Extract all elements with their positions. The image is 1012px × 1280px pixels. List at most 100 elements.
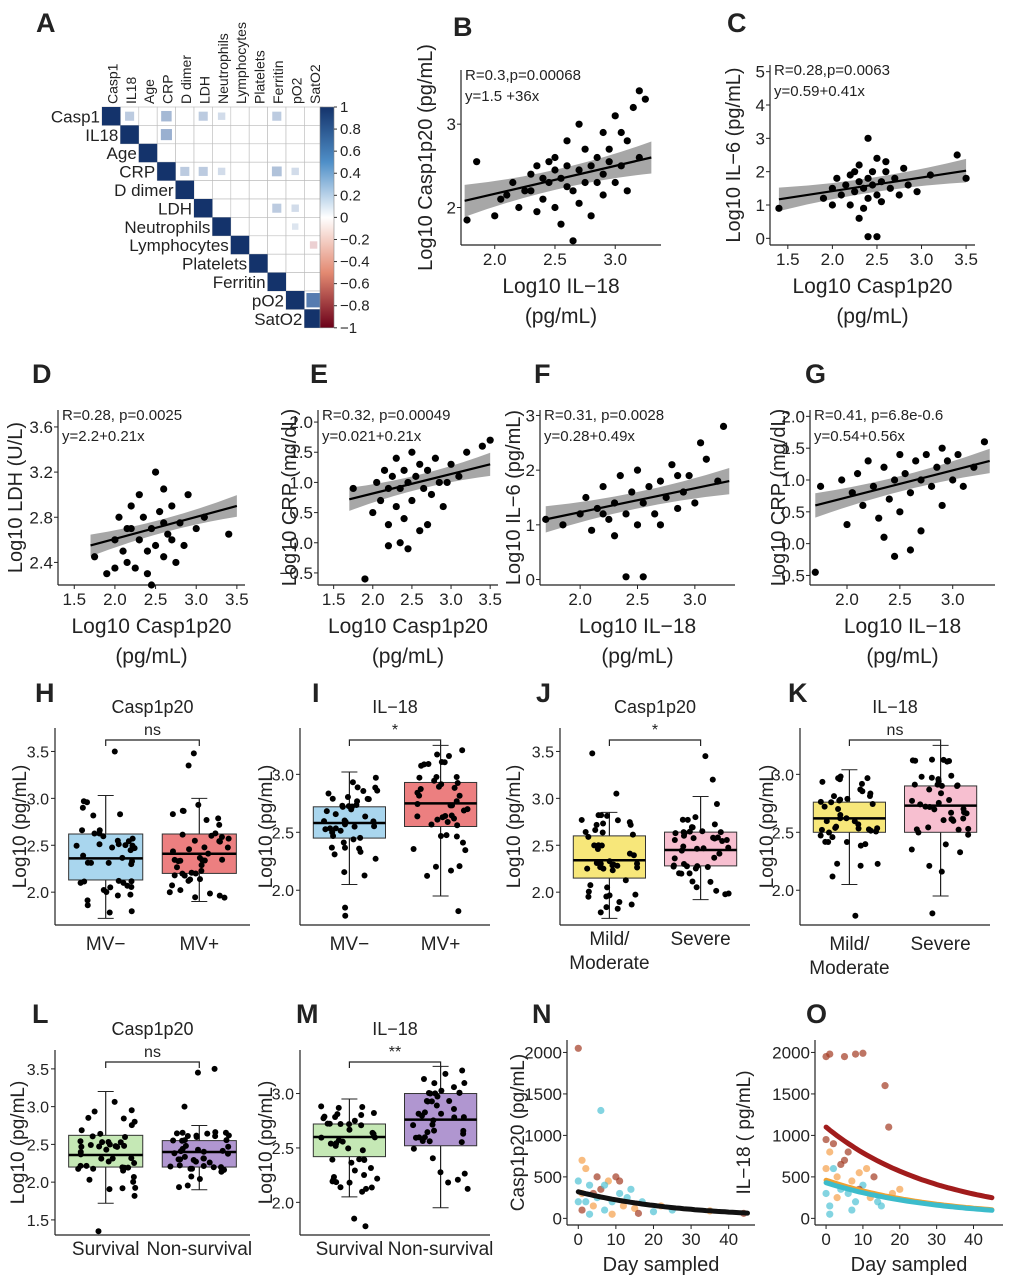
scatter-point: [435, 478, 443, 487]
y-tick-label: 1: [526, 516, 535, 535]
scatter-point: [639, 573, 647, 581]
box-jitter-point: [176, 1184, 183, 1191]
timecourse-point: [826, 1050, 834, 1058]
box-jitter-point: [332, 825, 339, 832]
heatmap-cell-bg: [193, 180, 213, 200]
y-tick-label: 2.0: [27, 885, 49, 902]
significance-label: ns: [144, 722, 161, 739]
y-tick-label: 2.5: [772, 825, 794, 842]
heatmap-col-label: Age: [141, 79, 157, 104]
heatmap-cell: [271, 166, 282, 177]
box-jitter-point: [84, 799, 91, 806]
box-jitter-point: [600, 820, 607, 827]
box-jitter-point: [80, 852, 87, 859]
colorbar-tick-label: 0.2: [340, 187, 361, 204]
box-jitter-point: [680, 843, 687, 850]
timecourse-point: [863, 1164, 871, 1173]
box-jitter-point: [460, 807, 467, 814]
scatter-panel: 1.5 2.0 2.5 3.0 3.5 0 1 2 3 4 5 R=0.28,p=0.0063 y=0.…: [723, 62, 978, 328]
box-jitter-point: [225, 1143, 232, 1150]
decay-curve: [575, 1189, 750, 1216]
scatter-point: [463, 216, 471, 224]
scatter-point: [645, 482, 653, 491]
box-jitter-point: [965, 831, 972, 838]
box-jitter-point: [451, 1114, 458, 1121]
scatter-point: [906, 546, 915, 554]
box-jitter-point: [925, 824, 932, 831]
scatter-point: [373, 478, 381, 487]
scatter-point: [954, 450, 962, 459]
timecourse-point: [597, 1106, 605, 1115]
box-jitter-point: [693, 884, 700, 891]
box-jitter-point: [215, 815, 222, 822]
box-jitter-point: [96, 1143, 103, 1150]
box-jitter-point: [431, 1080, 438, 1087]
heatmap-diagonal-cell: [138, 143, 158, 163]
box-jitter-point: [167, 1163, 174, 1170]
y-tick-label: 5: [756, 63, 765, 82]
heatmap-col-label: Ferritin: [270, 60, 286, 104]
y-tick-label: 3: [526, 406, 535, 425]
box-jitter-point: [416, 792, 423, 799]
scatter-point: [225, 530, 233, 538]
scatter-point: [408, 496, 416, 505]
box-jitter-point: [938, 868, 945, 875]
box-jitter-point: [120, 1167, 127, 1174]
box-jitter-point: [225, 1132, 232, 1139]
scatter-point: [616, 472, 624, 480]
scatter-point: [605, 145, 613, 153]
box-jitter-point: [358, 1122, 365, 1129]
box-jitter-point: [330, 1176, 337, 1183]
box-jitter-point: [368, 1184, 375, 1191]
heatmap-cell: [160, 129, 172, 141]
scatter-point: [90, 553, 99, 561]
scatter-point: [622, 510, 630, 518]
scatter-point: [864, 134, 872, 142]
box-outlier: [181, 1103, 188, 1110]
box-jitter-point: [186, 846, 193, 853]
box-jitter-point: [700, 845, 707, 852]
box-jitter-point: [694, 845, 701, 852]
y-axis-label: Log10 (pg/mL): [256, 765, 277, 889]
x-axis-label: Day sampled: [851, 1254, 968, 1276]
heatmap-cell-bg: [248, 235, 268, 255]
box-jitter-point: [131, 1160, 138, 1167]
scatter-point: [377, 496, 385, 505]
boxplot-panel: 2.0 2.5 3.0 3.5 Mild/Moderate Severe * Casp1p20…: [504, 697, 750, 974]
box-jitter-point: [337, 827, 344, 834]
box-jitter-point: [99, 1139, 106, 1146]
scatter-point: [886, 184, 894, 192]
box-jitter-point: [616, 898, 623, 905]
y-tick-label: 1.0: [289, 473, 313, 492]
y-tick-label: 2.0: [781, 407, 805, 426]
scatter-point: [443, 478, 451, 487]
heatmap-diagonal-cell: [212, 217, 231, 236]
y-tick-label: 3.0: [532, 791, 554, 808]
box-jitter-point: [821, 803, 828, 810]
box-jitter-point: [928, 774, 935, 781]
box-jitter-point: [817, 832, 824, 839]
box-jitter-point: [931, 806, 938, 813]
annotation-equation: y=0.59+0.41x: [774, 83, 865, 100]
heatmap-diagonal-cell: [194, 199, 213, 218]
scatter-point: [896, 508, 904, 516]
box-jitter-point: [462, 847, 469, 854]
box-jitter-point: [188, 1173, 195, 1180]
box-jitter-point: [179, 1129, 186, 1136]
heatmap-cell: [217, 112, 226, 120]
scatter-point: [380, 466, 389, 474]
significance-bracket: [848, 739, 942, 746]
box-jitter-point: [193, 1133, 200, 1140]
box-jitter-point: [130, 844, 137, 851]
box-jitter-point: [200, 1162, 207, 1169]
timecourse-point: [851, 1198, 860, 1206]
box-jitter-point: [420, 1076, 427, 1083]
box-jitter-point: [443, 832, 450, 839]
scatter-point: [816, 482, 825, 490]
box-jitter-point: [629, 831, 636, 838]
scatter-point: [851, 188, 859, 196]
box-jitter-point: [428, 821, 435, 828]
box-jitter-point: [119, 1185, 126, 1192]
heatmap-cell: [272, 111, 282, 121]
y-axis-label: Log10 CRP (mg/dL): [279, 409, 301, 587]
